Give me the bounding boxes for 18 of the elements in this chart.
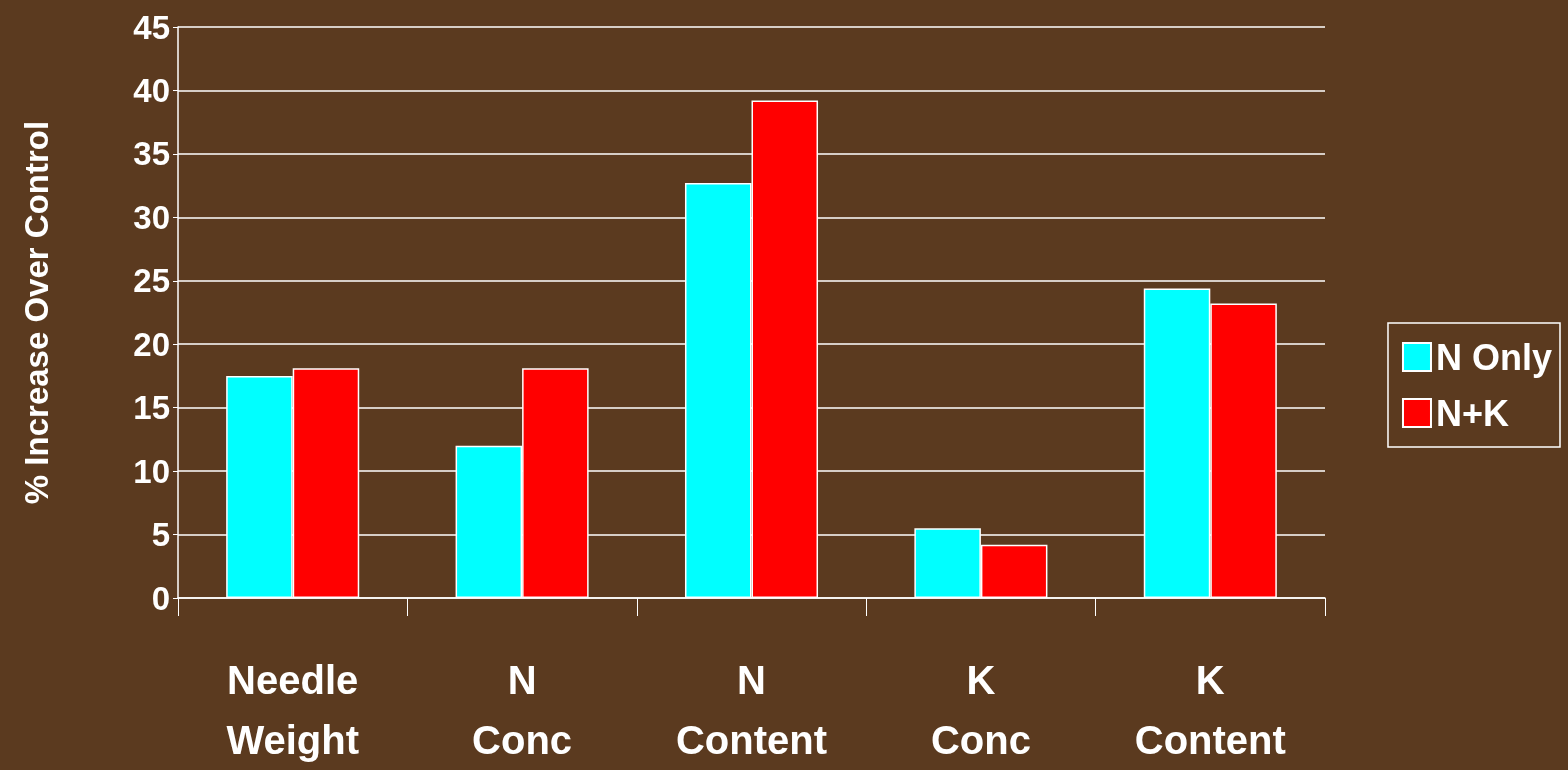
y-tick-label: 5: [151, 516, 170, 554]
legend-label: N+K: [1435, 392, 1510, 434]
legend-label: N Only: [1435, 336, 1552, 378]
y-tick-label: 40: [133, 71, 170, 109]
y-tick-label: 15: [133, 389, 170, 427]
y-tick-label: 35: [133, 135, 170, 173]
x-tick-label: N Conc: [472, 658, 573, 762]
y-tick-label: 30: [133, 198, 170, 236]
y-tick-label: 20: [133, 325, 170, 363]
y-axis-title: % Increase Over Control: [18, 120, 55, 505]
y-tick-label: 0: [151, 579, 170, 617]
y-tick-label: 10: [133, 452, 170, 490]
y-tick-label: 45: [133, 8, 170, 46]
x-tick-label: K Conc: [930, 658, 1031, 762]
x-tick-label: Needle Weight: [226, 658, 359, 762]
x-tick-label: K Content: [1134, 658, 1286, 762]
y-tick-label: 25: [133, 262, 170, 300]
x-tick-label: N Content: [675, 658, 828, 762]
